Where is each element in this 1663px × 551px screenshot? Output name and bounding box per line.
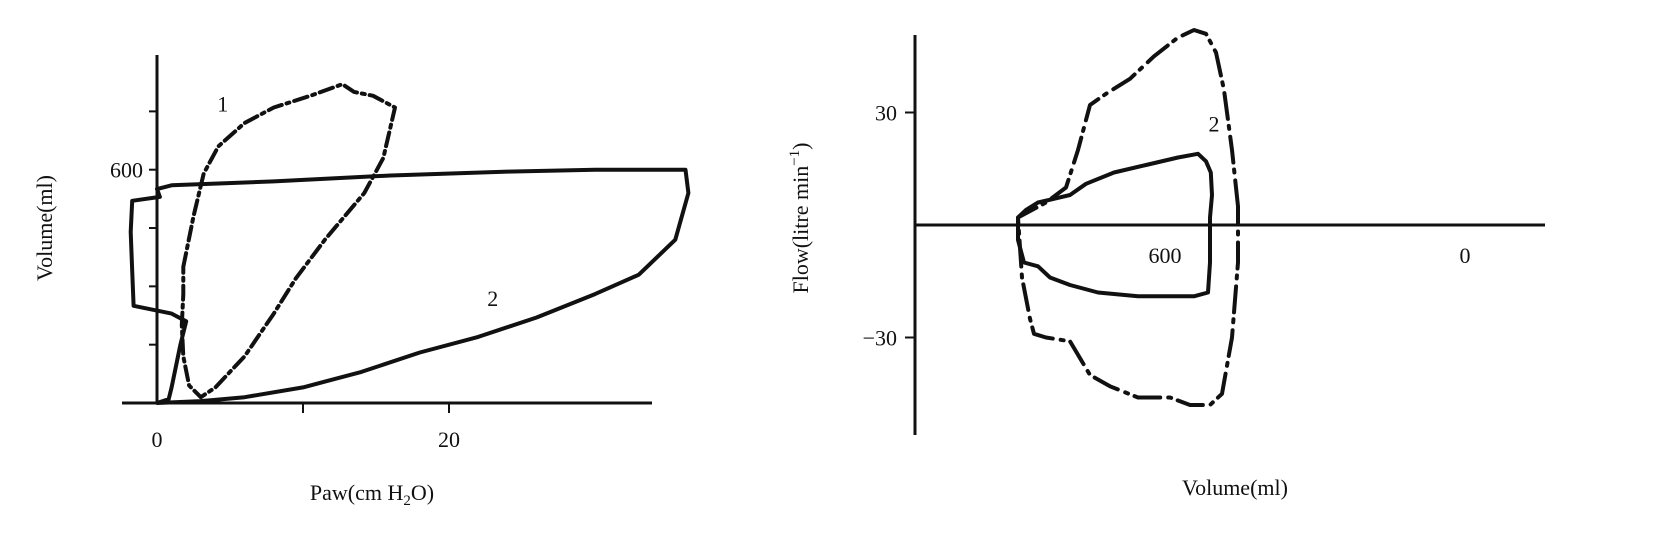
x-tick-label: 0	[1460, 243, 1471, 268]
x-axis-title: Paw(cm H2O)	[310, 480, 434, 509]
y-tick-label: −30	[863, 326, 897, 351]
x-axis-title-subscript: 2	[403, 493, 411, 509]
x-tick-label: 600	[1149, 243, 1182, 268]
curve-2	[128, 167, 691, 405]
y-tick-label: 30	[875, 101, 897, 126]
y-axis-title: Flow(litre min−1)	[787, 142, 813, 293]
curve-label: 1	[217, 91, 228, 116]
x-tick-label: 20	[438, 427, 460, 452]
y-axis-title-superscript: −1	[787, 150, 803, 166]
x-axis-title: Volume(ml)	[1182, 475, 1288, 500]
curve-1	[179, 82, 397, 400]
curve-label: 2	[1209, 111, 1220, 136]
y-axis-title-tail: )	[788, 142, 813, 149]
chart-volume-flow: 30 −30 600 0 Volume(ml) Flow(litre min−1) 2	[787, 28, 1545, 500]
curve-label: 2	[487, 286, 498, 311]
y-axis-title: Volume(ml)	[32, 175, 57, 281]
x-axis-title-tail: O)	[411, 480, 434, 505]
x-tick-label: 0	[152, 427, 163, 452]
curve-outer	[1016, 28, 1240, 407]
y-tick-label: 600	[110, 158, 143, 183]
x-axis-title-main: Paw(cm H	[310, 480, 404, 505]
y-axis-title-main: Flow(litre min	[788, 166, 813, 294]
